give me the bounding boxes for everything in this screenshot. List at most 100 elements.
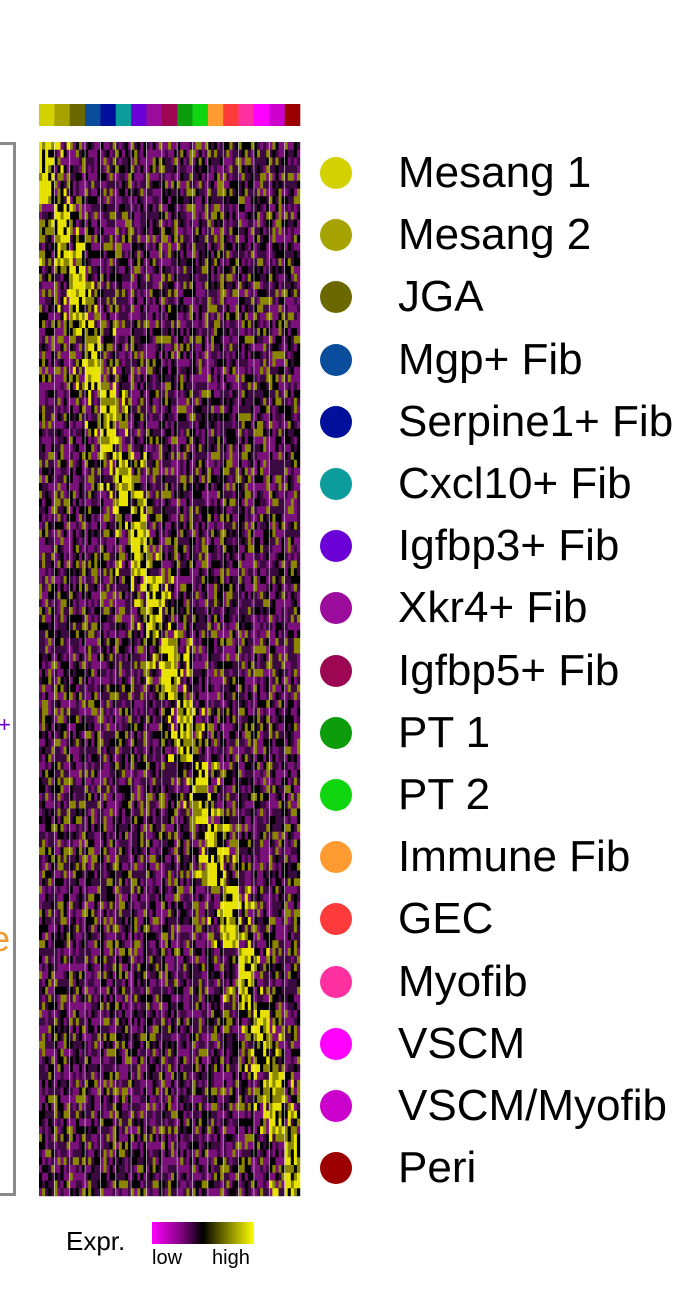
heatmap-cell xyxy=(134,343,138,352)
heatmap-cell xyxy=(88,359,92,367)
heatmap-cell xyxy=(146,529,150,538)
heatmap-cell xyxy=(60,599,64,608)
heatmap-cell xyxy=(229,537,233,546)
heatmap-cell xyxy=(149,459,153,468)
heatmap-cell xyxy=(183,297,187,305)
heatmap-cell xyxy=(278,436,282,445)
heatmap-cell xyxy=(247,514,252,522)
heatmap-cell xyxy=(293,297,298,305)
heatmap-cell xyxy=(72,204,77,212)
heatmap-cell xyxy=(137,405,141,414)
heatmap-cell xyxy=(60,242,64,251)
heatmap-cell xyxy=(238,444,242,453)
heatmap-cell xyxy=(290,521,295,530)
heatmap-cell xyxy=(278,405,282,414)
heatmap-cell xyxy=(149,428,153,437)
heatmap-cell xyxy=(174,467,178,476)
heatmap-cell xyxy=(69,560,73,569)
heatmap-cell xyxy=(109,242,113,251)
heatmap-cell xyxy=(293,506,298,515)
heatmap-cell xyxy=(75,514,80,522)
heatmap-cell xyxy=(192,459,196,468)
heatmap-cell xyxy=(253,343,258,352)
heatmap-cell xyxy=(103,583,107,592)
heatmap-cell xyxy=(39,560,43,569)
heatmap-cell xyxy=(69,366,73,375)
heatmap-cell xyxy=(281,459,285,468)
heatmap-cell xyxy=(152,459,156,468)
heatmap-cell xyxy=(39,568,43,577)
heatmap-cell xyxy=(57,452,61,460)
heatmap-cell xyxy=(124,227,129,236)
heatmap-cell xyxy=(229,180,233,189)
heatmap-cell xyxy=(143,436,147,445)
heatmap-cell xyxy=(109,498,113,507)
heatmap-cell xyxy=(121,459,126,468)
heatmap-cell xyxy=(97,328,101,336)
heatmap-cell xyxy=(220,180,224,189)
heatmap-cell xyxy=(272,242,276,251)
heatmap-cell xyxy=(81,630,86,639)
heatmap-cell xyxy=(97,537,101,546)
heatmap-cell xyxy=(100,382,104,391)
heatmap-cell xyxy=(106,614,110,623)
heatmap-cell xyxy=(198,165,202,174)
heatmap-cell xyxy=(112,235,116,243)
heatmap-cell xyxy=(250,452,255,460)
heatmap-cell xyxy=(109,506,113,515)
heatmap-cell xyxy=(278,304,282,313)
heatmap-cell xyxy=(214,304,218,313)
heatmap-cell xyxy=(281,219,285,228)
heatmap-cell xyxy=(290,475,295,484)
heatmap-cell xyxy=(266,421,270,429)
heatmap-cell xyxy=(48,180,52,189)
heatmap-cell xyxy=(217,560,221,569)
heatmap-cell xyxy=(281,483,285,491)
heatmap-cell xyxy=(48,576,52,584)
heatmap-cell xyxy=(78,397,83,406)
heatmap-cell xyxy=(266,382,270,391)
heatmap-cell xyxy=(210,452,215,460)
heatmap-cell xyxy=(39,467,43,476)
heatmap-cell xyxy=(192,281,196,290)
heatmap-cell xyxy=(75,359,80,367)
heatmap-cell xyxy=(183,498,187,507)
heatmap-cell xyxy=(189,382,193,391)
heatmap-cell xyxy=(183,149,187,158)
heatmap-cell xyxy=(171,165,175,174)
heatmap-cell xyxy=(155,366,159,375)
heatmap-cell xyxy=(66,297,70,305)
heatmap-cell xyxy=(112,622,116,631)
heatmap-cell xyxy=(60,560,64,569)
heatmap-cell xyxy=(152,405,156,414)
heatmap-cell xyxy=(63,506,67,515)
heatmap-cell xyxy=(128,211,132,220)
heatmap-cell xyxy=(115,219,120,228)
heatmap-cell xyxy=(54,545,58,553)
heatmap-cell xyxy=(69,343,73,352)
heatmap-cell xyxy=(226,149,230,158)
heatmap-cell xyxy=(54,328,58,336)
heatmap-cell xyxy=(48,235,52,243)
heatmap-cell xyxy=(235,157,239,166)
heatmap-cell xyxy=(94,382,98,391)
heatmap-cell xyxy=(293,258,298,267)
heatmap-cell xyxy=(220,390,224,398)
heatmap-cell xyxy=(143,219,147,228)
heatmap-cell xyxy=(290,266,295,274)
heatmap-cell xyxy=(103,157,107,166)
heatmap-cell xyxy=(266,343,270,352)
heatmap-cell xyxy=(54,599,58,608)
heatmap-cell xyxy=(75,173,80,181)
heatmap-cell xyxy=(223,343,227,352)
heatmap-cell xyxy=(189,281,193,290)
heatmap-cell xyxy=(263,157,267,166)
heatmap-cell xyxy=(103,552,107,561)
heatmap-cell xyxy=(257,289,261,298)
heatmap-cell xyxy=(45,235,49,243)
heatmap-cell xyxy=(128,374,132,383)
heatmap-cell xyxy=(189,297,193,305)
heatmap-cell xyxy=(155,444,159,453)
heatmap-cell xyxy=(88,397,92,406)
heatmap-cell xyxy=(131,452,135,460)
